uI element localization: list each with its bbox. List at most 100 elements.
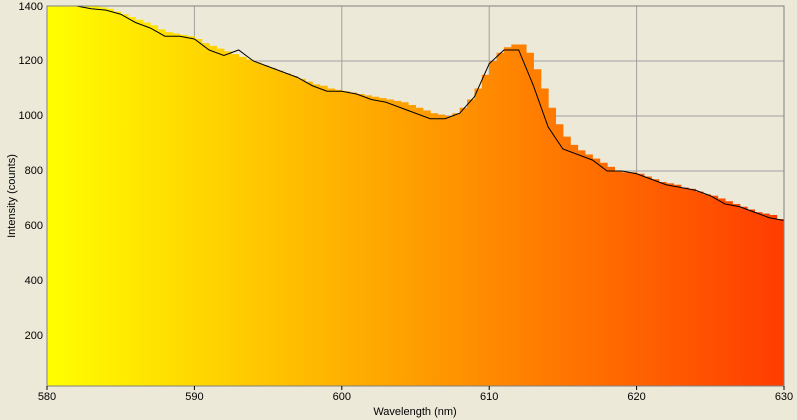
- bar: [54, 6, 63, 386]
- bar: [754, 212, 763, 386]
- bar: [769, 214, 778, 386]
- x-tick-label: 630: [775, 391, 793, 403]
- x-tick-label: 610: [480, 391, 498, 403]
- bar: [47, 6, 55, 386]
- bar: [91, 6, 100, 386]
- x-tick-label: 600: [333, 391, 351, 403]
- y-tick-label: 400: [25, 275, 43, 287]
- bar: [290, 76, 299, 386]
- bar: [201, 43, 210, 386]
- bar: [562, 136, 571, 386]
- bar: [253, 62, 262, 386]
- bar: [128, 16, 136, 386]
- bar: [105, 8, 114, 386]
- bar: [268, 67, 276, 386]
- x-tick-label: 580: [38, 391, 56, 403]
- bar: [135, 19, 144, 386]
- bar: [334, 89, 343, 386]
- bar: [666, 183, 674, 386]
- bar: [511, 44, 520, 386]
- bar: [518, 44, 527, 386]
- bar: [142, 22, 151, 386]
- bar: [120, 14, 129, 386]
- bar: [341, 91, 350, 386]
- bar: [216, 48, 225, 386]
- bar: [643, 176, 652, 386]
- bar: [636, 173, 645, 386]
- bar: [430, 113, 439, 386]
- bar: [172, 33, 181, 386]
- bar: [319, 85, 328, 386]
- bar: [231, 54, 240, 386]
- bar: [113, 11, 122, 386]
- bar: [776, 219, 784, 386]
- bar: [607, 166, 615, 386]
- bar: [496, 52, 505, 386]
- bar: [194, 38, 203, 386]
- bar: [415, 107, 424, 386]
- bar: [245, 59, 254, 386]
- y-tick-label: 1400: [19, 1, 43, 13]
- bar: [76, 6, 85, 386]
- x-axis-title: Wavelength (nm): [373, 406, 456, 418]
- bar: [688, 188, 697, 386]
- bar: [327, 88, 335, 386]
- bar: [761, 213, 770, 386]
- bar: [739, 206, 748, 386]
- plot-border: [46, 5, 785, 387]
- spectrum-line: [76, 6, 784, 221]
- bar: [164, 32, 173, 386]
- bar: [651, 179, 660, 386]
- y-tick-label: 800: [25, 165, 43, 177]
- bar: [349, 92, 358, 386]
- bar: [503, 47, 512, 386]
- bar: [673, 184, 682, 386]
- bar: [98, 7, 107, 386]
- bar: [592, 158, 601, 386]
- bar: [312, 84, 321, 386]
- bar: [702, 194, 711, 386]
- bar: [658, 181, 667, 386]
- bar: [400, 102, 409, 386]
- bar: [378, 98, 387, 386]
- bar: [533, 69, 542, 386]
- bar: [179, 34, 188, 386]
- bar: [260, 65, 269, 386]
- bar: [393, 100, 402, 386]
- bar: [732, 203, 741, 386]
- bar: [614, 170, 623, 386]
- bar: [548, 107, 557, 386]
- bar: [717, 198, 726, 386]
- bar: [223, 51, 232, 386]
- bar: [83, 6, 92, 386]
- bar: [577, 150, 586, 386]
- bar: [150, 25, 159, 386]
- bar: [621, 172, 630, 386]
- bar: [422, 110, 431, 386]
- bar: [747, 209, 756, 386]
- bar: [437, 114, 446, 386]
- bar: [386, 99, 394, 386]
- bar: [187, 36, 195, 386]
- bar: [452, 113, 461, 386]
- bar: [238, 56, 247, 386]
- y-tick-label: 1200: [19, 55, 43, 67]
- bar: [585, 154, 593, 386]
- x-tick-label: 620: [627, 391, 645, 403]
- bar: [599, 162, 608, 386]
- bar: [459, 107, 468, 386]
- bar: [209, 45, 218, 386]
- bar: [408, 104, 416, 386]
- bar: [526, 52, 534, 386]
- bar: [710, 195, 719, 386]
- bar: [474, 88, 483, 386]
- bar: [695, 191, 704, 386]
- bar: [356, 93, 365, 386]
- bar: [725, 201, 733, 386]
- bar: [69, 6, 77, 386]
- y-tick-label: 1000: [19, 110, 43, 122]
- bar: [629, 172, 638, 386]
- y-tick-label: 600: [25, 220, 43, 232]
- bar: [489, 60, 498, 386]
- bar: [297, 78, 306, 386]
